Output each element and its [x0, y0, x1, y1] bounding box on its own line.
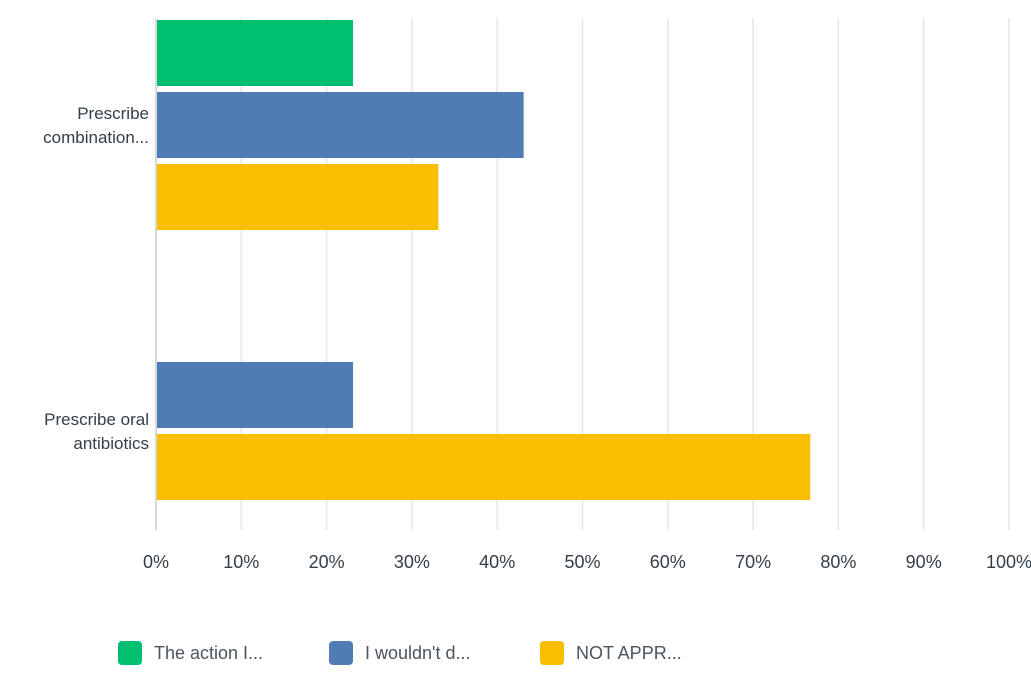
category-label: Prescribe combination... — [43, 104, 149, 147]
bar[interactable] — [157, 362, 354, 428]
category-labels: Prescribe combination... Prescribe oral ant… — [43, 104, 149, 453]
x-tick-label: 50% — [564, 552, 600, 572]
x-tick-label: 0% — [143, 552, 169, 572]
bar[interactable] — [157, 92, 524, 158]
x-tick-label: 60% — [650, 552, 686, 572]
legend-label: The action I... — [154, 642, 264, 663]
x-tick-label: 80% — [820, 552, 856, 572]
legend-item-action[interactable]: The action I... — [118, 640, 263, 666]
bar[interactable] — [157, 434, 811, 500]
legend-item-wouldnt[interactable]: I wouldn't d... — [329, 640, 471, 666]
category-label-line: combination... — [43, 128, 149, 147]
x-axis-ticks: 0% 10% 20% 30% 40% 50% 60% 70% 80% 90% 100% — [143, 552, 1031, 572]
legend-item-not-appropriate[interactable]: NOT APPR... — [540, 640, 682, 666]
legend-swatch — [118, 641, 142, 665]
bar[interactable] — [157, 164, 439, 230]
x-tick-label: 40% — [479, 552, 515, 572]
category-label: Prescribe oral antibiotics — [44, 410, 149, 453]
category-label-line: Prescribe — [77, 104, 149, 123]
legend-swatch — [540, 641, 564, 665]
x-tick-label: 30% — [394, 552, 430, 572]
x-tick-label: 90% — [906, 552, 942, 572]
x-tick-label: 20% — [309, 552, 345, 572]
bar[interactable] — [157, 20, 354, 86]
legend-label: NOT APPR... — [576, 642, 682, 663]
x-tick-label: 10% — [223, 552, 259, 572]
x-tick-label: 70% — [735, 552, 771, 572]
legend-label: I wouldn't d... — [365, 642, 471, 663]
x-tick-label: 100% — [986, 552, 1031, 572]
category-label-line: antibiotics — [73, 434, 149, 453]
legend-swatch — [329, 641, 353, 665]
bars — [157, 20, 811, 500]
category-label-line: Prescribe oral — [44, 410, 149, 429]
